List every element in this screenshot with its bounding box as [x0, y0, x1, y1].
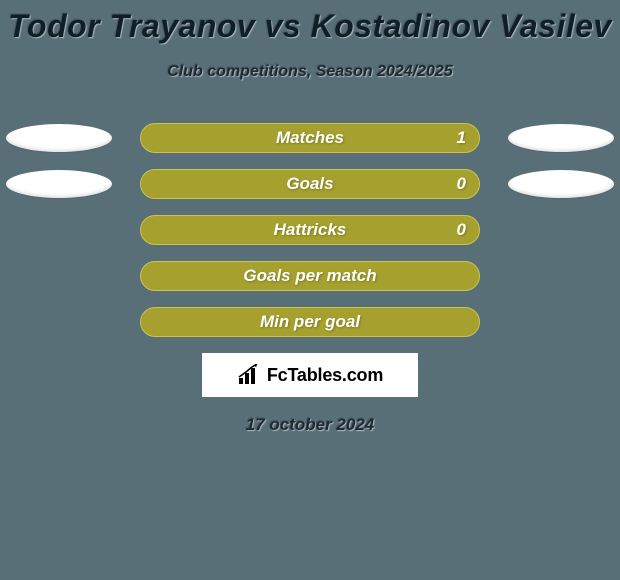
stat-bar: Matches1 [140, 123, 480, 153]
comparison-subtitle: Club competitions, Season 2024/2025 [0, 63, 620, 81]
player-right-oval [508, 170, 614, 198]
stat-row: Matches1 [0, 123, 620, 153]
generation-date: 17 october 2024 [0, 415, 620, 435]
bar-chart-icon [237, 364, 261, 386]
stat-row: Hattricks0 [0, 215, 620, 245]
stat-label: Goals per match [140, 261, 480, 291]
stat-row: Goals0 [0, 169, 620, 199]
stat-value: 0 [457, 169, 466, 199]
stats-area: Matches1Goals0Hattricks0Goals per matchM… [0, 123, 620, 337]
fctables-logo[interactable]: FcTables.com [202, 353, 418, 397]
stat-bar: Min per goal [140, 307, 480, 337]
logo-text: FcTables.com [267, 365, 383, 386]
stat-value: 1 [457, 123, 466, 153]
stat-row: Min per goal [0, 307, 620, 337]
stat-label: Goals [140, 169, 480, 199]
stat-label: Matches [140, 123, 480, 153]
stat-label: Hattricks [140, 215, 480, 245]
stat-label: Min per goal [140, 307, 480, 337]
stat-bar: Goals per match [140, 261, 480, 291]
stat-row: Goals per match [0, 261, 620, 291]
player-left-oval [6, 170, 112, 198]
stat-bar: Hattricks0 [140, 215, 480, 245]
stat-bar: Goals0 [140, 169, 480, 199]
stat-value: 0 [457, 215, 466, 245]
player-left-oval [6, 124, 112, 152]
player-right-oval [508, 124, 614, 152]
comparison-title: Todor Trayanov vs Kostadinov Vasilev [0, 0, 620, 45]
